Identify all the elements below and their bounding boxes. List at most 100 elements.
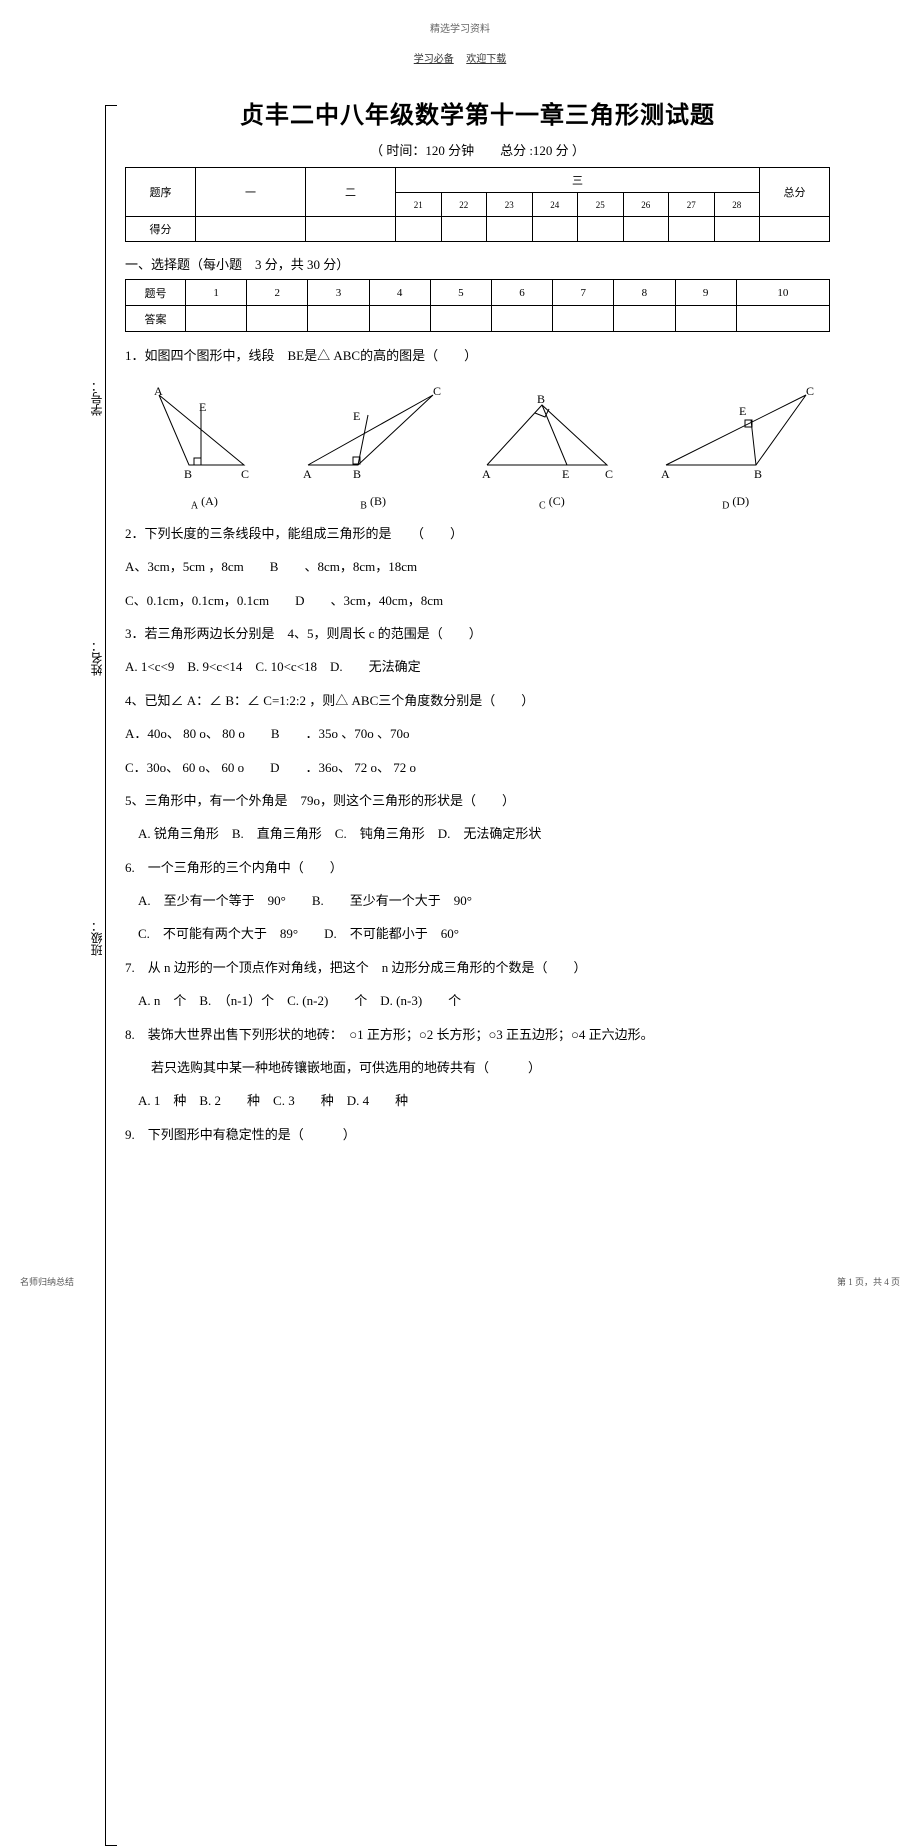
- q4c: C．30o、 60 o、 60 o D ．36o、 72 o、 72 o: [125, 756, 830, 779]
- ans-blank: [553, 306, 614, 332]
- sub-header: 学习必备 欢迎下载: [0, 35, 920, 65]
- figures-row: A E B C A (A) A B C E B (B): [125, 385, 830, 511]
- svg-text:E: E: [562, 467, 569, 481]
- q4a: A．40o、 80 o、 80 o B ．35o 、70o 、70o: [125, 722, 830, 745]
- triangle-c-icon: A B C E: [477, 385, 627, 485]
- sub-26: 26: [623, 193, 669, 217]
- q1: 1．如图四个图形中，线段 BE是△ ABC的高的图是（ ）: [125, 344, 830, 367]
- fig-d-label: D (D): [656, 494, 816, 511]
- fig-b-cap: (B): [370, 494, 386, 508]
- q8: 8. 装饰大世界出售下列形状的地砖： ○1 正方形；○2 长方形；○3 正五边形…: [125, 1023, 830, 1046]
- cell-blank: [669, 217, 715, 242]
- footer-right: 第 1 页，共 4 页: [837, 1275, 900, 1288]
- footer-left: 名师归纳总结: [20, 1275, 74, 1288]
- col-two: 二: [306, 168, 396, 217]
- cell-blank: [714, 217, 760, 242]
- cell-blank: [487, 217, 533, 242]
- svg-text:C: C: [241, 467, 249, 481]
- cell-blank: [306, 217, 396, 242]
- q3a: A. 1<c<9 B. 9<c<14 C. 10<c<18 D. 无法确定: [125, 655, 830, 678]
- n10: 10: [736, 280, 829, 306]
- q7: 7. 从 n 边形的一个顶点作对角线，把这个 n 边形分成三角形的个数是（ ）: [125, 956, 830, 979]
- q5a: A. 锐角三角形 B. 直角三角形 C. 钝角三角形 D. 无法确定形状: [125, 822, 830, 845]
- fig-c-label: C (C): [477, 494, 627, 511]
- cell-blank: [196, 217, 306, 242]
- ans-blank: [736, 306, 829, 332]
- fig-b-sub: B: [360, 501, 367, 512]
- q7a: A. n 个 B. （n-1）个 C. (n-2) 个 D. (n-3) 个: [125, 989, 830, 1012]
- q5: 5、三角形中，有一个外角是 79o，则这个三角形的形状是（ ）: [125, 789, 830, 812]
- cell-blank: [760, 217, 830, 242]
- ans-blank: [186, 306, 247, 332]
- section1-head: 一、选择题（每小题 3 分，共 30 分）: [125, 254, 830, 273]
- fig-a-sub: A: [191, 501, 198, 512]
- vertical-label-name: 姓名：: [88, 640, 105, 676]
- defen-label: 得分: [126, 217, 196, 242]
- n8: 8: [614, 280, 675, 306]
- time-subtitle: （ 时间：120 分钟 总分 :120 分 ）: [125, 140, 830, 159]
- svg-text:C: C: [605, 467, 613, 481]
- fig-d-sub: D: [722, 501, 729, 512]
- sub-27: 27: [669, 193, 715, 217]
- n5: 5: [430, 280, 491, 306]
- svg-text:B: B: [754, 467, 762, 481]
- q9: 9. 下列图形中有稳定性的是（ ）: [125, 1123, 830, 1146]
- n4: 4: [369, 280, 430, 306]
- ans-blank: [308, 306, 369, 332]
- sub-23: 23: [487, 193, 533, 217]
- n2: 2: [247, 280, 308, 306]
- q8b: 若只选购其中某一种地砖镶嵌地面，可供选用的地砖共有（ ）: [125, 1056, 830, 1079]
- ans-blank: [491, 306, 552, 332]
- q2a: A、3cm，5cm ，8cm B 、8cm，8cm，18cm: [125, 555, 830, 578]
- col-tixu: 题序: [126, 168, 196, 217]
- daan-label: 答案: [126, 306, 186, 332]
- q3: 3．若三角形两边长分别是 4、5，则周长 c 的范围是（ ）: [125, 622, 830, 645]
- q6c: C. 不可能有两个大于 89° D. 不可能都小于 60°: [125, 922, 830, 945]
- n9: 9: [675, 280, 736, 306]
- cell-blank: [441, 217, 487, 242]
- fig-d-cap: (D): [732, 494, 749, 508]
- cell-blank: [578, 217, 624, 242]
- q2: 2．下列长度的三条线段中，能组成三角形的是 （ ）: [125, 522, 830, 545]
- sub-right: 欢迎下载: [466, 54, 506, 65]
- cell-blank: [532, 217, 578, 242]
- figure-d: A B C E D (D): [656, 385, 816, 511]
- triangle-d-icon: A B C E: [656, 385, 816, 485]
- fig-b-label: B (B): [298, 494, 448, 511]
- ans-blank: [675, 306, 736, 332]
- vertical-label-class: 班级：: [88, 920, 105, 956]
- sub-22: 22: [441, 193, 487, 217]
- fig-a-label: A (A): [139, 494, 269, 511]
- score-header-row: 题序 一 二 三 总分: [126, 168, 830, 193]
- main-title: 贞丰二中八年级数学第十一章三角形测试题: [125, 95, 830, 130]
- answer-table: 题号 1 2 3 4 5 6 7 8 9 10 答案: [125, 279, 830, 332]
- q6a: A. 至少有一个等于 90° B. 至少有一个大于 90°: [125, 889, 830, 912]
- q8c: A. 1 种 B. 2 种 C. 3 种 D. 4 种: [125, 1089, 830, 1112]
- svg-text:A: A: [661, 467, 670, 481]
- cell-blank: [623, 217, 669, 242]
- svg-text:A: A: [154, 385, 163, 398]
- fig-c-cap: (C): [549, 494, 565, 508]
- triangle-a-icon: A E B C: [139, 385, 269, 485]
- col-one: 一: [196, 168, 306, 217]
- answer-value-row: 答案: [126, 306, 830, 332]
- tihao: 题号: [126, 280, 186, 306]
- n6: 6: [491, 280, 552, 306]
- cell-blank: [396, 217, 442, 242]
- ans-blank: [430, 306, 491, 332]
- svg-text:B: B: [353, 467, 361, 481]
- answer-header-row: 题号 1 2 3 4 5 6 7 8 9 10: [126, 280, 830, 306]
- score-value-row: 得分: [126, 217, 830, 242]
- figure-a: A E B C A (A): [139, 385, 269, 511]
- score-table: 题序 一 二 三 总分 21 22 23 24 25 26 27 28 得分: [125, 167, 830, 242]
- figure-b: A B C E B (B): [298, 385, 448, 511]
- q6: 6. 一个三角形的三个内角中（ ）: [125, 856, 830, 879]
- sub-25: 25: [578, 193, 624, 217]
- svg-text:C: C: [806, 385, 814, 398]
- page-body: 贞丰二中八年级数学第十一章三角形测试题 （ 时间：120 分钟 总分 :120 …: [125, 95, 830, 1146]
- svg-text:B: B: [537, 392, 545, 406]
- n7: 7: [553, 280, 614, 306]
- sub-21: 21: [396, 193, 442, 217]
- svg-text:E: E: [739, 404, 746, 418]
- n3: 3: [308, 280, 369, 306]
